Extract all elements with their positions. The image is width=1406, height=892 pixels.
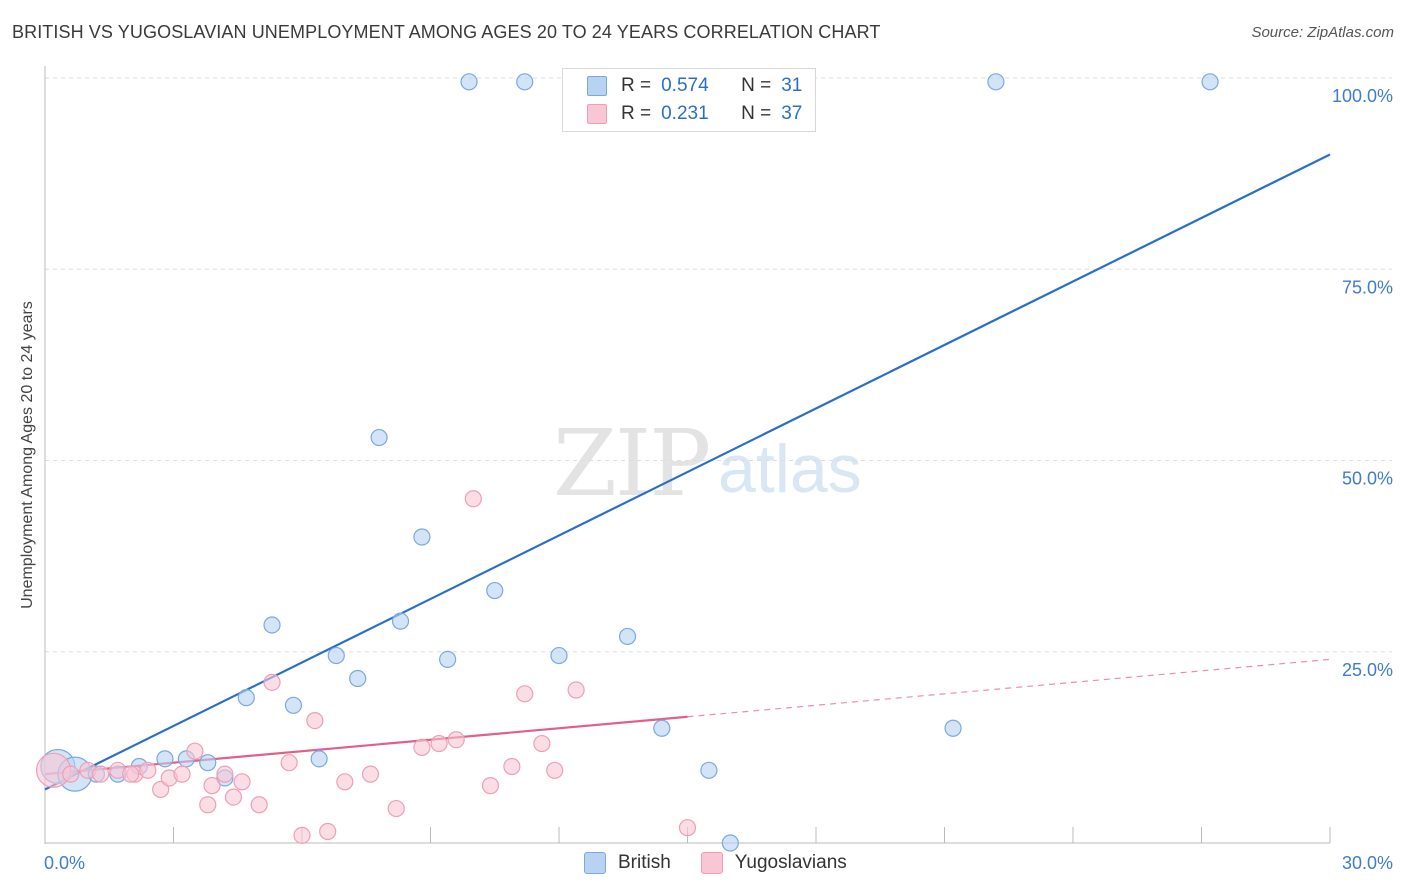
- chart-title: BRITISH VS YUGOSLAVIAN UNEMPLOYMENT AMON…: [12, 22, 881, 42]
- british-point-25: [700, 761, 718, 779]
- british-point-18: [439, 650, 457, 669]
- yugoslavians-point-35: [567, 681, 585, 699]
- yugoslavians-point-12: [216, 765, 234, 783]
- yugoslavians-point-16: [280, 754, 298, 772]
- british-point-30: [1201, 73, 1219, 91]
- axes: [44, 66, 1331, 844]
- tick-labels: 25.0% 50.0% 75.0% 100.0% 0.0% 30.0%: [44, 86, 1393, 873]
- yugoslavians-point-13: [233, 773, 251, 791]
- yugoslavians-point-24: [430, 734, 448, 753]
- british-point-14: [349, 669, 367, 688]
- british-point-26: [721, 834, 739, 852]
- yugoslavians-n-value: 37: [781, 103, 803, 124]
- british-point-19: [460, 73, 478, 91]
- data-points: [35, 73, 1219, 852]
- british-n-value: 31: [781, 75, 803, 96]
- yugoslavians-point-20: [336, 773, 354, 791]
- british-point-5: [156, 750, 174, 768]
- british-r-value: 0.574: [661, 75, 709, 96]
- legend-row-british: R = 0.574 N = 31: [587, 75, 802, 97]
- british-trend-line: [44, 153, 1331, 791]
- n-label: N =: [741, 75, 772, 96]
- series-legend: British Yugoslavians: [584, 852, 877, 874]
- y-tick-label-25: 25.0%: [1342, 660, 1393, 680]
- yugoslavians-point-15: [263, 673, 281, 691]
- yugoslavians-point-21: [361, 765, 380, 783]
- yugoslavians-point-28: [503, 757, 521, 776]
- source-label[interactable]: Source: ZipAtlas.com: [1251, 24, 1394, 41]
- yugoslavians-point-33: [224, 788, 243, 806]
- british-point-7: [199, 754, 217, 772]
- yugoslavians-point-11: [203, 777, 221, 795]
- n-label: N =: [741, 103, 772, 124]
- r-label: R =: [621, 103, 652, 124]
- british-point-22: [550, 646, 568, 665]
- british-point-29: [987, 73, 1005, 91]
- british-swatch: [587, 76, 607, 96]
- yugoslavians-point-36: [678, 819, 697, 837]
- british-point-28: [944, 719, 962, 737]
- watermark-atlas: atlas: [718, 431, 862, 507]
- legend-item-yugoslavians[interactable]: Yugoslavians: [700, 852, 847, 874]
- british-point-20: [486, 581, 504, 600]
- yugoslavians-point-31: [122, 765, 140, 783]
- yugoslavians-point-18: [306, 711, 324, 730]
- yugoslavians-point-9: [173, 765, 191, 783]
- gridlines: [45, 77, 1392, 653]
- british-point-10: [263, 616, 281, 634]
- yugoslavians-swatch: [587, 104, 607, 124]
- yugoslavians-point-30: [533, 734, 551, 753]
- british-swatch: [584, 852, 606, 874]
- yugoslavians-point-32: [186, 742, 204, 760]
- yugoslavians-point-7: [152, 780, 170, 799]
- yugoslavians-point-34: [546, 761, 564, 779]
- x-tick-label-0: 0.0%: [44, 853, 85, 873]
- r-label: R =: [621, 75, 652, 96]
- british-point-24: [653, 719, 671, 737]
- british-point-17: [413, 528, 431, 546]
- yugoslavians-point-26: [464, 490, 482, 508]
- yugoslavians-point-14: [250, 796, 268, 814]
- legend-item-british[interactable]: British: [584, 852, 671, 874]
- yugoslavians-point-17: [293, 826, 311, 844]
- yugoslavians-point-6: [139, 761, 157, 779]
- yugoslavians-swatch: [700, 852, 723, 874]
- british-point-11: [284, 696, 303, 714]
- x-tick-label-30: 30.0%: [1342, 853, 1393, 873]
- british-legend-label: British: [618, 852, 671, 873]
- yugoslavians-point-29: [516, 685, 534, 703]
- trend-lines: [44, 153, 1331, 791]
- british-point-9: [237, 689, 255, 707]
- yugoslavians-point-27: [481, 777, 500, 795]
- british-point-12: [310, 750, 328, 768]
- british-point-13: [327, 646, 345, 665]
- y-tick-label-75: 75.0%: [1342, 277, 1393, 297]
- yugoslavians-point-19: [319, 822, 337, 841]
- yugoslavians-point-22: [387, 799, 405, 818]
- y-tick-label-100: 100.0%: [1332, 86, 1393, 106]
- yugoslavians-legend-label: Yugoslavians: [734, 852, 847, 873]
- y-tick-label-50: 50.0%: [1342, 469, 1393, 489]
- yugoslavians-point-3: [92, 765, 110, 783]
- yugoslavians-r-value: 0.231: [661, 103, 709, 124]
- british-point-16: [391, 612, 410, 630]
- yugoslavians-point-10: [199, 796, 217, 814]
- british-point-15: [370, 428, 388, 447]
- yugoslavians-point-25: [447, 731, 465, 749]
- correlation-legend: R = 0.574 N = 31 R = 0.231 N = 37: [562, 68, 816, 132]
- british-point-23: [618, 627, 637, 646]
- legend-row-yugoslavians: R = 0.231 N = 37: [587, 103, 802, 125]
- yugoslavians-trend-line-extension: [687, 658, 1331, 718]
- british-point-21: [516, 73, 534, 91]
- yugoslavians-point-1: [62, 765, 80, 783]
- yugoslavians-point-23: [413, 738, 431, 756]
